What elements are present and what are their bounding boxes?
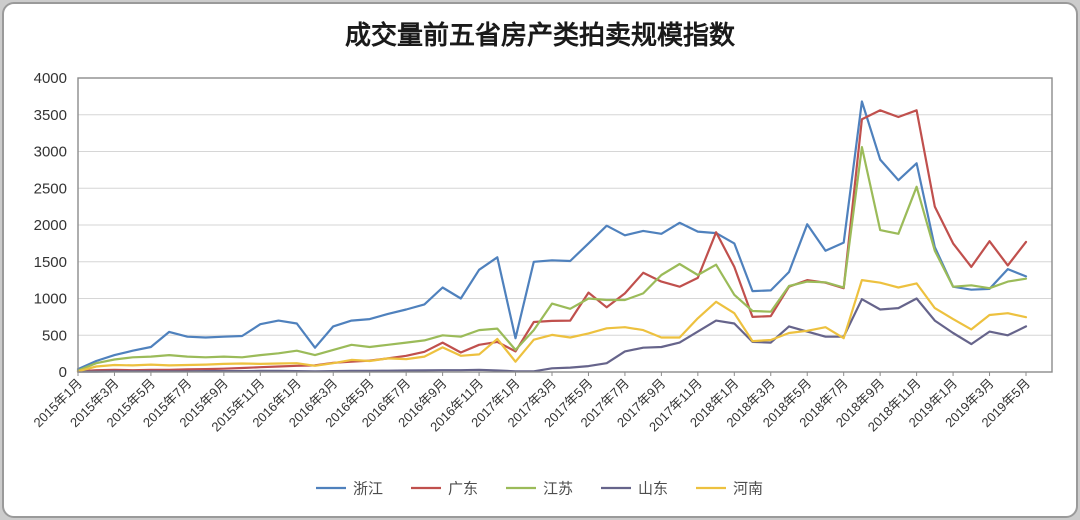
y-tick-label: 500 (42, 327, 67, 344)
series-line-jiangsu (76, 146, 1028, 372)
series-line-guangdong (76, 109, 1028, 373)
legend-label-guangdong: 广东 (448, 481, 478, 498)
series-line-henan (76, 279, 1028, 373)
gridlines-layer (78, 77, 1052, 373)
y-tick-label: 2000 (34, 217, 67, 234)
y-tick-label: 0 (59, 364, 67, 381)
y-tick-label: 4000 (34, 70, 67, 87)
y-tick-label: 3000 (34, 144, 67, 161)
legend-item-henan[interactable]: 河南 (696, 481, 763, 498)
legend-item-jiangsu[interactable]: 江苏 (506, 481, 573, 498)
axes-layer: 050010001500200025003000350040002015年1月2… (31, 70, 1053, 435)
legend: 浙江 广东 江苏 山东 河南 (316, 481, 763, 498)
series-line-zhejiang (76, 100, 1028, 371)
legend-item-zhejiang[interactable]: 浙江 (316, 481, 383, 498)
legend-item-shandong[interactable]: 山东 (601, 481, 668, 498)
legend-label-jiangsu: 江苏 (543, 481, 573, 498)
legend-label-henan: 河南 (733, 481, 763, 498)
chart-title: 成交量前五省房产类拍卖规模指数 (345, 20, 736, 50)
legend-label-zhejiang: 浙江 (353, 481, 383, 498)
legend-label-shandong: 山东 (638, 481, 668, 498)
y-tick-label: 1000 (34, 291, 67, 308)
y-tick-label: 1500 (34, 254, 67, 271)
series-line-shandong (76, 297, 1028, 373)
y-tick-label: 2500 (34, 180, 67, 197)
series-layer (76, 100, 1028, 373)
y-tick-label: 3500 (34, 107, 67, 124)
plot-area-border (77, 77, 1053, 373)
legend-item-guangdong[interactable]: 广东 (411, 481, 478, 498)
